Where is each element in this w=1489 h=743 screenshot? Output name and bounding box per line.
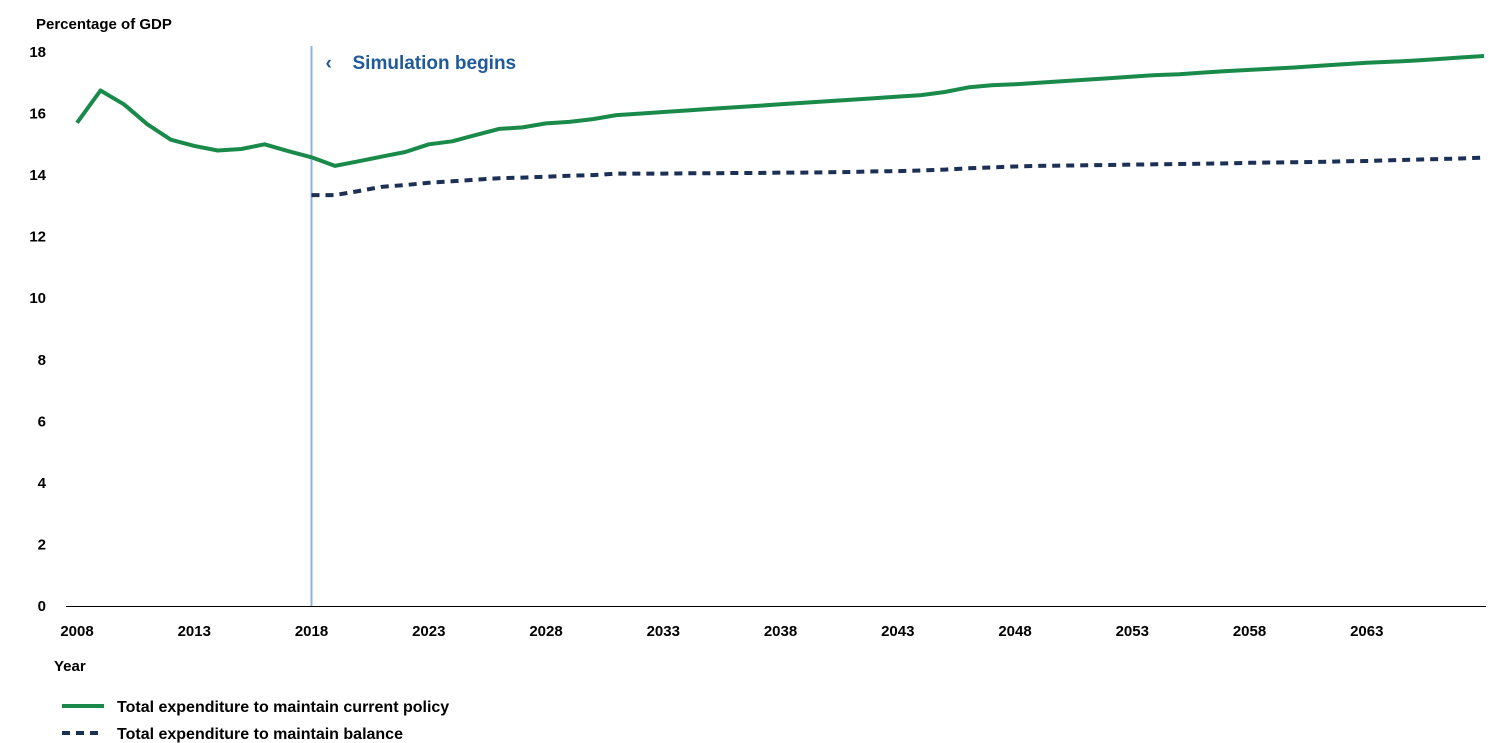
y-tick-label: 2	[38, 536, 46, 553]
x-tick-label: 2063	[1350, 623, 1383, 640]
x-tick-label: 2028	[529, 623, 562, 640]
x-tick-label: 2013	[178, 623, 211, 640]
simulation-annotation: Simulation begins	[353, 53, 517, 74]
x-tick-label: 2018	[295, 623, 328, 640]
x-axis-ticks: 2008 2013 2018 2023 2028 2033 2038 2043 2048 2053…	[60, 623, 1383, 640]
x-tick-label: 2053	[1116, 623, 1149, 640]
series-line-balance	[311, 155, 1485, 198]
x-tick-label: 2023	[412, 623, 445, 640]
y-tick-label: 18	[29, 44, 46, 61]
x-axis-title: Year	[54, 658, 86, 675]
y-tick-label: 6	[38, 413, 46, 430]
legend: Total expenditure to maintain current po…	[62, 699, 449, 743]
y-tick-label: 10	[29, 290, 46, 307]
y-tick-label: 4	[38, 475, 47, 492]
simulation-marker-icon: ‹	[326, 53, 332, 74]
y-tick-label: 16	[29, 106, 46, 123]
series-group	[75, 54, 1485, 198]
y-tick-label: 14	[29, 167, 46, 184]
legend-label-balance: Total expenditure to maintain balance	[117, 726, 403, 743]
x-tick-label: 2008	[60, 623, 93, 640]
x-tick-label: 2048	[998, 623, 1031, 640]
y-axis-title: Percentage of GDP	[36, 16, 172, 33]
y-tick-label: 8	[38, 352, 46, 369]
y-axis-ticks: 0 2 4 6 8 10 12 14 16 18	[29, 44, 46, 615]
x-tick-label: 2043	[881, 623, 914, 640]
x-tick-label: 2058	[1233, 623, 1266, 640]
y-tick-label: 0	[38, 598, 46, 615]
series-line-current-policy	[75, 54, 1485, 168]
y-tick-label: 12	[29, 229, 46, 246]
x-tick-label: 2033	[647, 623, 680, 640]
x-tick-label: 2038	[764, 623, 797, 640]
legend-label-current-policy: Total expenditure to maintain current po…	[117, 699, 449, 716]
